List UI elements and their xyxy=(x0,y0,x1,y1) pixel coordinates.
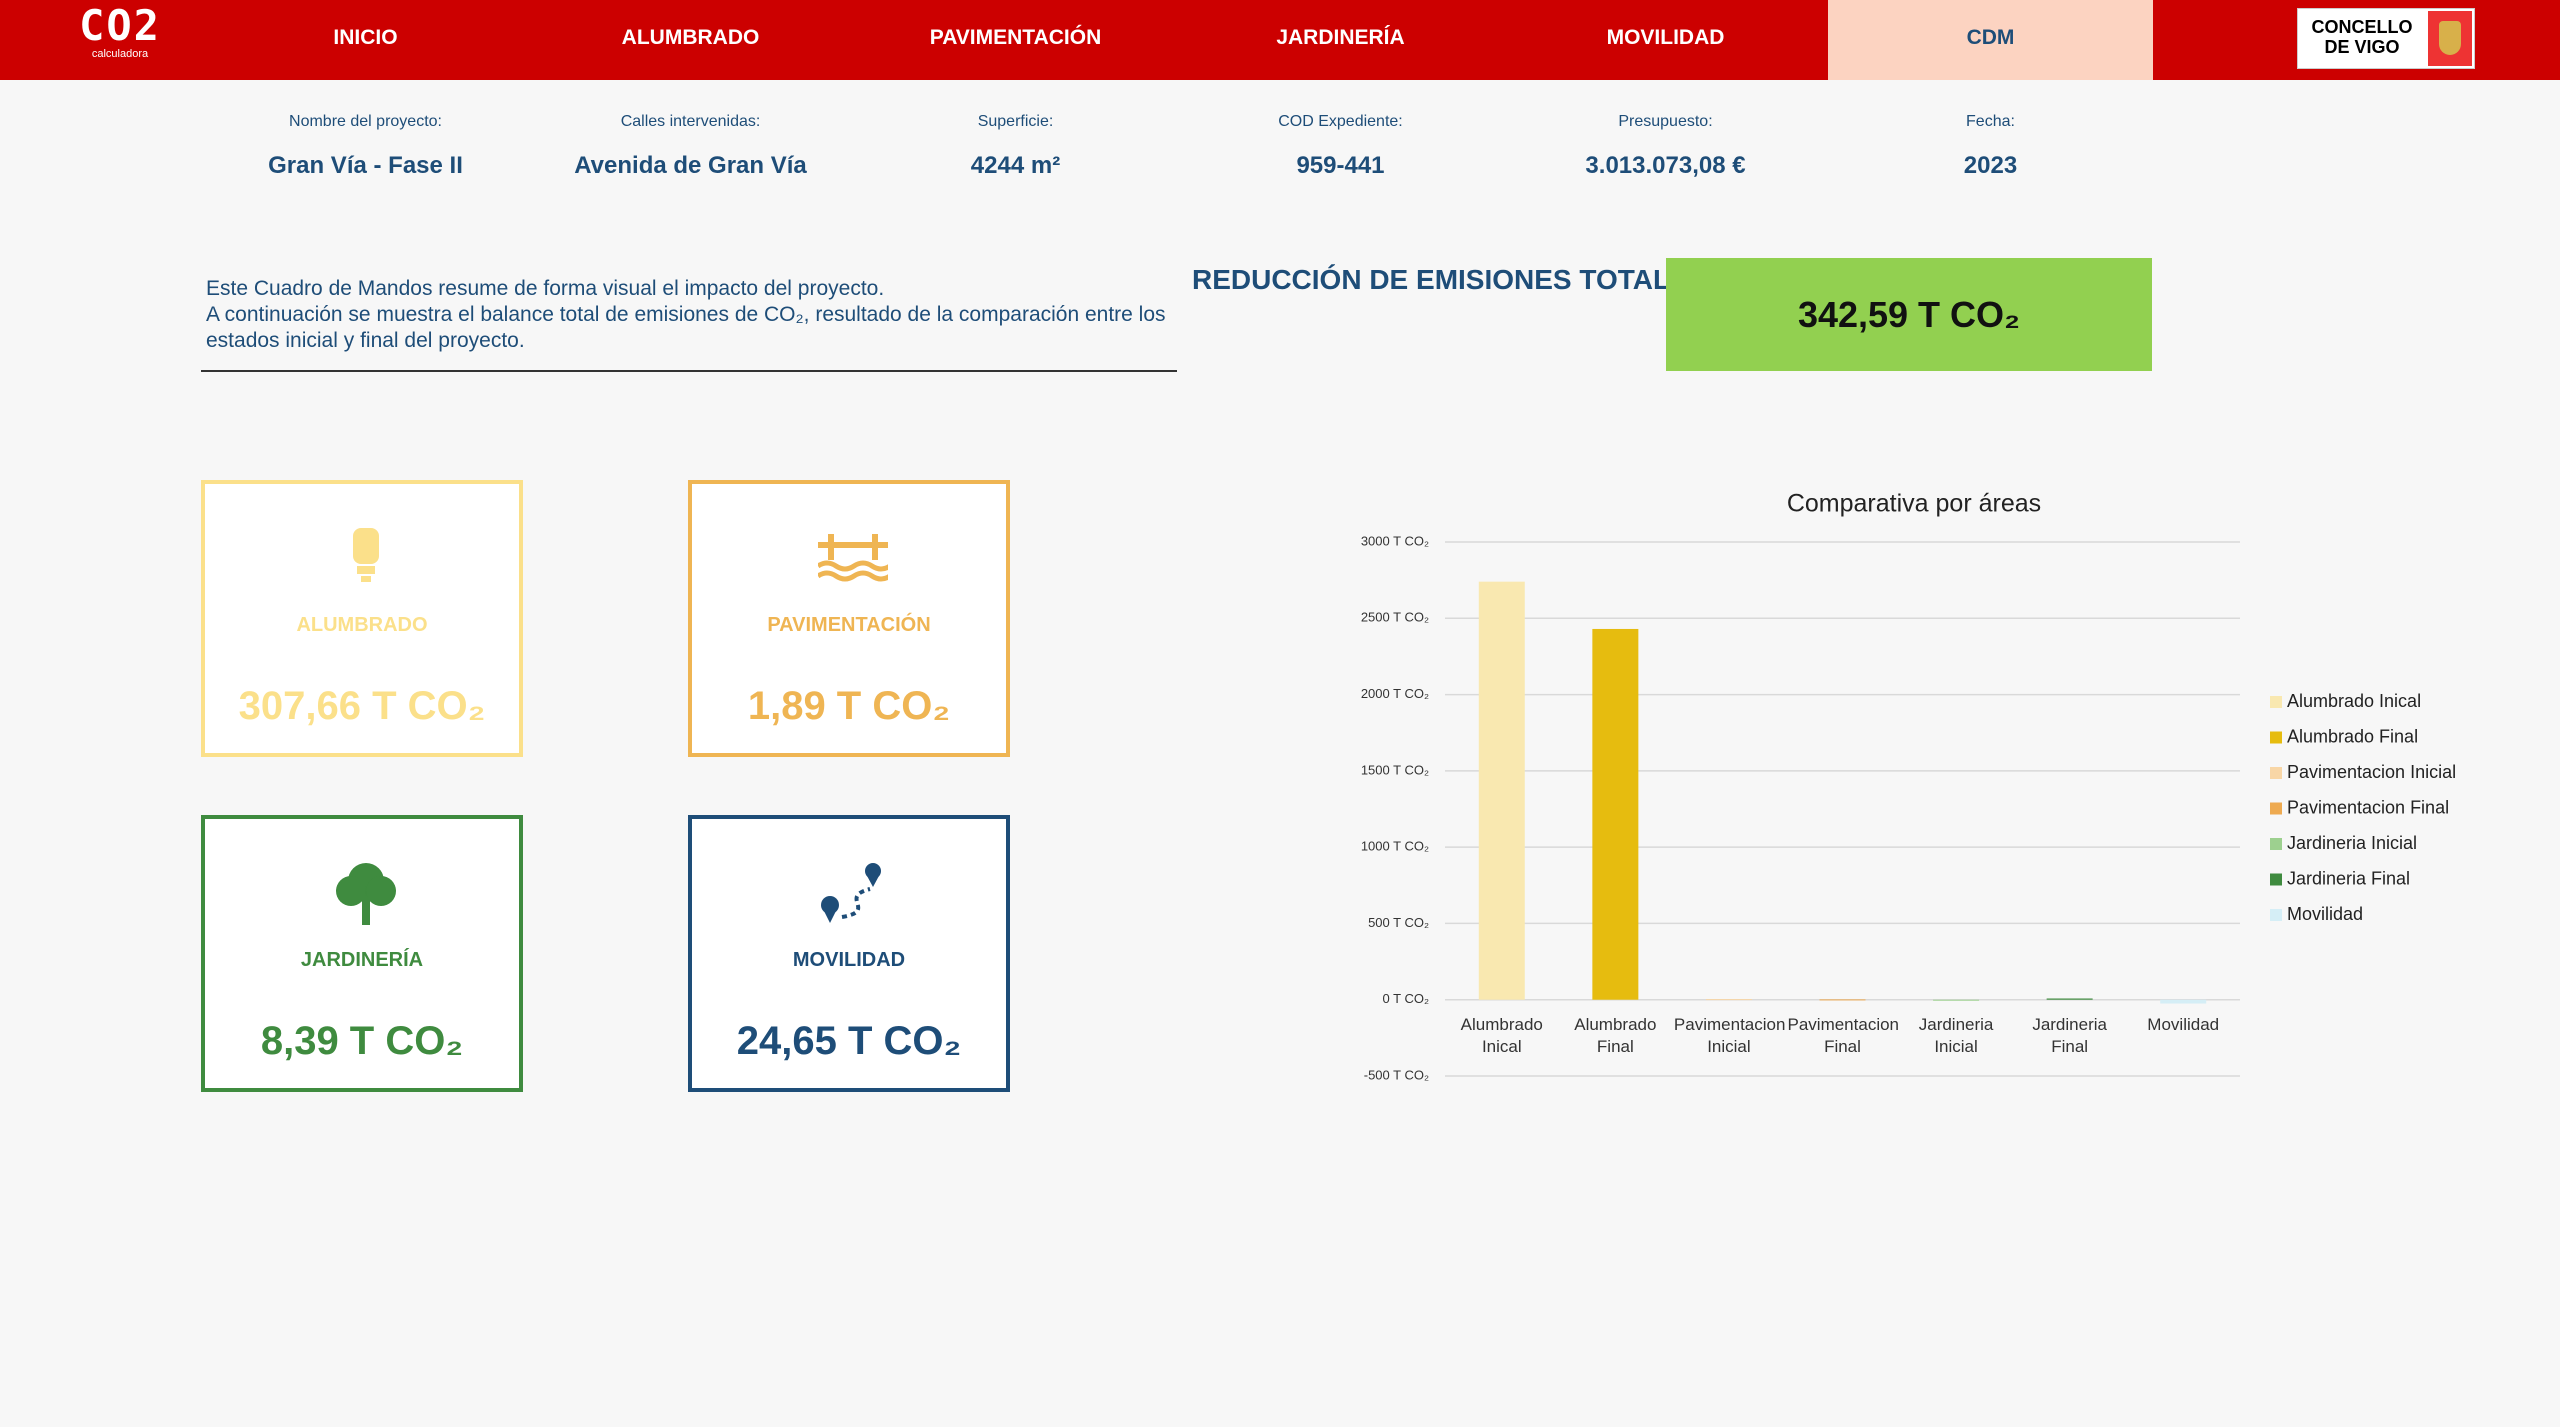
card-value: 1,89 T CO₂ xyxy=(747,684,951,728)
x-tick-label: Alumbrado Final xyxy=(1574,1015,1657,1056)
x-tick-label: Jardineria Final xyxy=(2032,1015,2107,1056)
card-value: 307,66 T CO₂ xyxy=(238,684,486,728)
nav-item[interactable]: JARDINERÍA xyxy=(1276,26,1405,49)
legend-swatch xyxy=(2270,731,2282,744)
card-icon xyxy=(353,528,379,582)
legend-swatch xyxy=(2270,802,2282,815)
legend-swatch xyxy=(2270,696,2282,708)
description-line: A continuación se muestra el balance tot… xyxy=(206,303,1166,352)
y-tick-label: 3000 T CO₂ xyxy=(1361,533,1429,548)
legend-swatch xyxy=(2270,838,2282,850)
nav-item[interactable]: MOVILIDAD xyxy=(1606,26,1725,49)
card: MOVILIDAD 24,65 T CO₂ xyxy=(688,815,1010,1092)
x-tick-label: Movilidad xyxy=(2147,1015,2220,1034)
description-line: Este Cuadro de Mandos resume de forma vi… xyxy=(206,277,885,300)
legend-label: Pavimentacion Inicial xyxy=(2287,762,2456,782)
bar xyxy=(1478,581,1525,1000)
card: PAVIMENTACIÓN 1,89 T CO₂ xyxy=(688,480,1010,757)
brand-crest xyxy=(2428,11,2472,66)
project-label: Fecha: xyxy=(1966,113,2015,130)
x-tick-label: Jardineria Inicial xyxy=(1918,1015,1994,1056)
card-title: PAVIMENTACIÓN xyxy=(767,614,931,636)
card-icon xyxy=(336,863,396,925)
card-value: 8,39 T CO₂ xyxy=(260,1019,464,1063)
card: ALUMBRADO 307,66 T CO₂ xyxy=(201,480,523,757)
brand-text: CONCELLO DE VIGO xyxy=(2302,17,2422,57)
logo[interactable]: CO2 calculadora xyxy=(78,1,162,61)
reduction-value: 342,59 T CO₂ xyxy=(1666,258,2152,371)
project-value: 3.013.073,08 € xyxy=(1585,152,1746,179)
nav-item[interactable]: ALUMBRADO xyxy=(621,26,760,49)
legend-label: Movilidad xyxy=(2287,904,2363,924)
divider xyxy=(201,370,1177,372)
legend-label: Alumbrado Final xyxy=(2287,726,2418,746)
project-label: Presupuesto: xyxy=(1618,113,1713,130)
logo-sub: calculadora xyxy=(91,48,149,60)
legend-swatch xyxy=(2270,873,2282,886)
nav-item[interactable]: PAVIMENTACIÓN xyxy=(929,26,1102,49)
card: JARDINERÍA 8,39 T CO₂ xyxy=(201,815,523,1092)
project-label: Superficie: xyxy=(977,113,1054,130)
nav-item[interactable]: INICIO xyxy=(333,26,398,49)
y-tick-label: 1000 T CO₂ xyxy=(1361,839,1429,854)
card-value: 24,65 T CO₂ xyxy=(736,1019,962,1063)
project-value: Gran Vía - Fase II xyxy=(268,152,463,179)
y-tick-label: 1500 T CO₂ xyxy=(1361,762,1429,777)
y-tick-label: -500 T CO₂ xyxy=(1364,1067,1429,1082)
project-value: 4244 m² xyxy=(970,152,1061,179)
card-title: JARDINERÍA xyxy=(300,949,424,971)
project-value: 2023 xyxy=(1963,152,2018,179)
description: Este Cuadro de Mandos resume de forma vi… xyxy=(206,276,1166,354)
y-tick-label: 0 T CO₂ xyxy=(1383,991,1429,1006)
legend-label: Jardineria Final xyxy=(2287,868,2410,888)
y-tick-label: 2500 T CO₂ xyxy=(1361,610,1429,625)
bar xyxy=(1819,999,1866,1001)
card-icon xyxy=(821,863,881,923)
chart-title: Comparativa por áreas xyxy=(1787,490,2041,518)
project-value: Avenida de Gran Vía xyxy=(574,152,807,179)
project-label: Calles intervenidas: xyxy=(620,113,761,130)
y-tick-label: 500 T CO₂ xyxy=(1368,915,1429,930)
legend-swatch xyxy=(2270,909,2282,921)
legend-swatch xyxy=(2270,767,2282,779)
bar xyxy=(1705,999,1752,1001)
nav-item[interactable]: CDM xyxy=(1828,0,2153,80)
nav-bar: CO2 calculadora CONCELLO DE VIGO INICIO A… xyxy=(0,0,2560,80)
brand-line: CONCELLO xyxy=(2311,17,2413,37)
brand-logo: CONCELLO DE VIGO xyxy=(2297,8,2475,69)
project-label: Nombre del proyecto: xyxy=(289,113,442,130)
project-label: COD Expediente: xyxy=(1278,113,1403,130)
y-tick-label: 2000 T CO₂ xyxy=(1361,686,1429,701)
project-value: 959-441 xyxy=(1296,152,1385,179)
card-title: ALUMBRADO xyxy=(296,614,428,636)
legend-label: Pavimentacion Final xyxy=(2287,797,2449,817)
x-tick-label: Pavimentacion Final xyxy=(1787,1015,1900,1056)
card-icon xyxy=(818,534,888,582)
logo-text: CO2 xyxy=(79,1,161,50)
x-tick-label: Alumbrado Inical xyxy=(1460,1015,1543,1056)
bar xyxy=(2160,999,2207,1004)
reduction-label: REDUCCIÓN DE EMISIONES TOTALES xyxy=(1192,264,1708,295)
bar xyxy=(1592,628,1639,1000)
card-title: MOVILIDAD xyxy=(792,949,906,971)
bar xyxy=(1933,999,1980,1001)
legend-label: Alumbrado Inical xyxy=(2287,691,2421,711)
x-tick-label: Pavimentacion Inicial xyxy=(1673,1015,1786,1056)
bar xyxy=(2046,998,2093,1000)
brand-line: DE VIGO xyxy=(2324,37,2400,57)
legend-label: Jardineria Inicial xyxy=(2287,833,2417,853)
